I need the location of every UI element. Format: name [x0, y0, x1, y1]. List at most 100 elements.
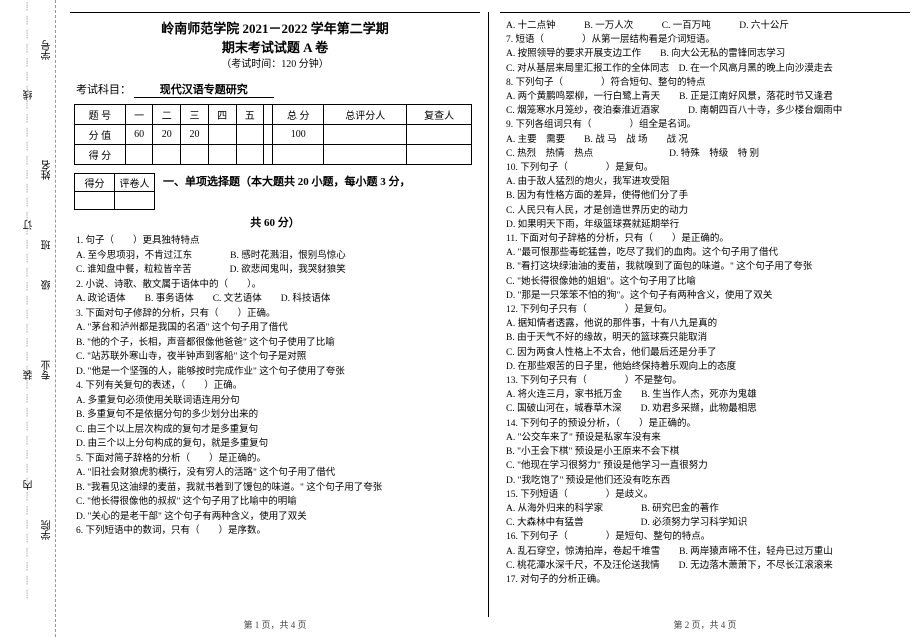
score-row-got: 得 分	[75, 145, 472, 165]
question-line: A. "公交车来了" 预设是私家车没有来	[506, 431, 904, 445]
question-line: B. "他的个子，长相，声音都很像他爸爸" 这个句子使用了比喻	[76, 336, 474, 351]
question-line: 11. 下面对句子辞格的分析，只有（ ）是正确的。	[506, 232, 904, 246]
question-line: A. 据知情者透露，他说的那件事，十有八九是真的	[506, 317, 904, 331]
page-left: 岭南师范学院 2021－2022 学年第二学期 期末考试试题 A 卷 （考试时间…	[70, 12, 480, 617]
cell: 复查人	[407, 105, 472, 125]
cell: 四	[208, 105, 236, 125]
question-line: A. "茅台和泸州都是我国的名酒" 这个句子用了借代	[76, 321, 474, 336]
question-line: A. 十二点钟 B. 一万人次 C. 一百万吨 D. 六十公斤	[506, 19, 904, 33]
binding-mark-2: 装	[22, 370, 37, 380]
question-line: C. "她长得很像她的姐姐"。这个句子用了比喻	[506, 275, 904, 289]
question-line: D. "那是一只笨笨不怕的狗"。这个句子有两种含义，使用了双关	[506, 289, 904, 303]
question-line: A. 至今思项羽，不肯过江东 B. 感时花溅泪，恨别鸟惊心	[76, 249, 474, 264]
question-line: 16. 下列句子（ ）是短句、整句的特点。	[506, 530, 904, 544]
cell	[153, 145, 181, 165]
question-line: 1. 句子（ ）更具独特特点	[76, 234, 474, 249]
question-line: 13. 下列句子只有（ ）不是整句。	[506, 374, 904, 388]
question-line: 6. 下列短语中的数词，只有（ ）是序数。	[76, 524, 474, 539]
question-list-right: A. 十二点钟 B. 一万人次 C. 一百万吨 D. 六十公斤7. 短语（ ）从…	[500, 13, 910, 587]
binding-label-0: 学号	[40, 40, 55, 60]
question-line: C. "站苏联外寒山寺，夜半钟声到客船" 这个句子是对照	[76, 350, 474, 365]
question-line: C. 国破山河在，城春草木深 D. 劝君多采撷，此物最相思	[506, 402, 904, 416]
question-line: C. 大森林中有猛兽 D. 必须努力学习科学知识	[506, 516, 904, 530]
exam-time: （考试时间：120 分钟）	[70, 57, 480, 73]
cell	[407, 145, 472, 165]
question-line: A. 乱石穿空，惊涛拍岸，卷起千堆雪 B. 两岸猿声啼不住，轻舟已过万重山	[506, 545, 904, 559]
school-title: 岭南师范学院 2021－2022 学年第二学期	[70, 19, 480, 39]
cell	[264, 125, 273, 145]
question-line: 17. 对句子的分析正确。	[506, 573, 904, 587]
cell	[208, 125, 236, 145]
question-line: D. 如果明天下雨，年级篮球赛就延期举行	[506, 218, 904, 232]
question-line: C. 因为两食人性格上不太合，他们最后还是分手了	[506, 346, 904, 360]
cell	[264, 145, 273, 165]
page-divider	[488, 12, 489, 617]
cell	[407, 125, 472, 145]
question-line: A. 政论语体 B. 事务语体 C. 文艺语体 D. 科技语体	[76, 292, 474, 307]
question-line: D. "关心的是老干部" 这个句子有两种含义，使用了双关	[76, 510, 474, 525]
cell: 总 分	[273, 105, 324, 125]
cell: 五	[236, 105, 264, 125]
cell: 题 号	[75, 105, 126, 125]
binding-mark-0: 线	[22, 90, 37, 100]
mini-c2: 评卷人	[115, 174, 155, 192]
binding-label-5: 学院	[40, 520, 55, 540]
exam-sheet: 岭南师范学院 2021－2022 学年第二学期 期末考试试题 A 卷 （考试时间…	[70, 12, 910, 617]
binding-label-4: 专业	[40, 360, 55, 380]
question-line: C. 对从基层来局里汇报工作的全体同志 D. 在一个风高月黑的晚上向沙漠走去	[506, 62, 904, 76]
subject-row: 考试科目： 现代汉语专题研究	[76, 81, 480, 98]
question-line: A. 按照领导的要求开展支边工作 B. 向大公无私的雷锋同志学习	[506, 47, 904, 61]
score-row-values: 分 值 60 20 20 100	[75, 125, 472, 145]
question-line: C. 谁知盘中餐，粒粒皆辛苦 D. 欲悲闻鬼叫，我哭豺狼笑	[76, 263, 474, 278]
cell: 20	[181, 125, 209, 145]
cell: 得 分	[75, 145, 126, 165]
exam-subtitle: 期末考试试题 A 卷	[70, 39, 480, 57]
cell: 二	[153, 105, 181, 125]
cell	[181, 145, 209, 165]
question-line: B. "看打这块绿油油的麦苗，我就嗅到了面包的味道。" 这个句子用了夸张	[506, 260, 904, 274]
cell	[208, 145, 236, 165]
question-list-left: 1. 句子（ ）更具独特特点A. 至今思项羽，不肯过江东 B. 感时花溅泪，恨别…	[70, 234, 480, 539]
cell	[324, 125, 407, 145]
score-table: 题 号 一 二 三 四 五 总 分 总评分人 复查人 分 值 60 20 20 …	[74, 104, 472, 165]
question-line: 8. 下列句子（ ）符合短句、整句的特点	[506, 76, 904, 90]
question-line: A. 两个黄鹏鸣翠柳，一行白鹭上青天 B. 正是江南好风景，落花时节又逢君	[506, 90, 904, 104]
subject-label: 考试科目：	[76, 84, 131, 96]
question-line: 15. 下列短语（ ）是歧义。	[506, 488, 904, 502]
cell: 20	[153, 125, 181, 145]
question-line: C. "他现在学习很努力" 预设是他学习一直很努力	[506, 459, 904, 473]
section1-title2: 共 60 分）	[70, 214, 480, 230]
page-right: A. 十二点钟 B. 一万人次 C. 一百万吨 D. 六十公斤7. 短语（ ）从…	[500, 12, 910, 617]
question-line: B. "小王会下棋" 预设是小王原来不会下棋	[506, 445, 904, 459]
question-line: C. 烟笼寒水月笼纱，夜泊秦淮近酒家 D. 南朝四百八十寺，多少楼台烟雨中	[506, 104, 904, 118]
question-line: A. 多重复句必须使用关联词语连用分句	[76, 394, 474, 409]
cell	[236, 125, 264, 145]
cell: 一	[125, 105, 153, 125]
question-line: 12. 下列句子只有（ ）是复句。	[506, 303, 904, 317]
question-line: 9. 下列各组词只有（ ）组全是名词。	[506, 118, 904, 132]
question-line: B. "我看见这油绿的麦苗，我就书着到了馒包的味道。" 这个句子用了夸张	[76, 481, 474, 496]
question-line: C. "他长得很像他的叔叔" 这个句子用了比喻中的明喻	[76, 495, 474, 510]
mini-c1: 得分	[75, 174, 115, 192]
cell	[324, 145, 407, 165]
question-line: C. 热烈 热情 热点 D. 特殊 特级 特 别	[506, 147, 904, 161]
cell	[236, 145, 264, 165]
cell	[125, 145, 153, 165]
question-line: D. 在那些艰苦的日子里，他始终保持着乐观向上的态度	[506, 360, 904, 374]
mini-blank	[115, 192, 155, 210]
question-line: D. "我吃饱了" 预设是他们还没有吃东西	[506, 474, 904, 488]
mini-score-table: 得分 评卷人	[74, 173, 155, 210]
question-line: 4. 下列有关复句的表述，（ ）正确。	[76, 379, 474, 394]
binding-mark-1: 订	[22, 220, 37, 230]
binding-margin: ┊┊┊┊┊┊┊┊┊┊┊┊┊┊┊┊┊┊┊┊┊┊┊┊┊┊┊┊┊┊┊┊┊┊┊┊┊┊┊┊…	[0, 0, 56, 637]
binding-mark-3: 内	[22, 480, 37, 490]
cell: 100	[273, 125, 324, 145]
question-line: C. 桃花潭水深千尺，不及汪伦送我情 D. 无边落木萧萧下，不尽长江滚滚来	[506, 559, 904, 573]
question-line: A. "最可恨那些毒蛇猛兽，吃尽了我们的血肉。这个句子用了借代	[506, 246, 904, 260]
question-line: D. 由三个以上分句构成的复句，就是多重复句	[76, 437, 474, 452]
question-line: D. "他是一个坚强的人，能够按时完成作业" 这个句子使用了夸张	[76, 365, 474, 380]
question-line: 7. 短语（ ）从第一层结构看是介词短语。	[506, 33, 904, 47]
subject-value: 现代汉语专题研究	[134, 81, 274, 98]
cell: 60	[125, 125, 153, 145]
question-line: A. "旧社会财狼虎豹横行，没有穷人的活路" 这个句子用了借代	[76, 466, 474, 481]
